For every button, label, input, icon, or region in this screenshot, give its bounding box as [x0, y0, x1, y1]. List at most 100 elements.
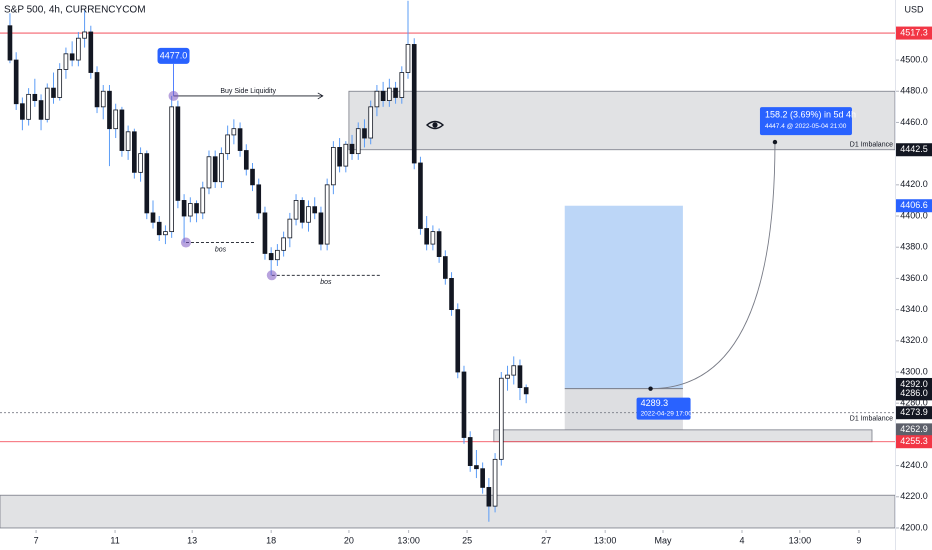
candle-body: [380, 90, 386, 102]
candle-body: [337, 146, 342, 167]
candle-body: [442, 256, 448, 279]
candle-body: [212, 156, 218, 183]
target-bubble: [759, 107, 852, 136]
candle-body: [144, 153, 150, 214]
candle-body: [181, 200, 187, 217]
plot: D1 Imbalance D1 Imbalance Buy Side Liquidi…: [0, 0, 896, 545]
candle-body: [293, 200, 299, 220]
candle-body: [281, 237, 286, 251]
candle-body: [362, 128, 367, 139]
candle-body: [243, 150, 249, 170]
candle-body: [113, 109, 119, 130]
candle-body: [399, 72, 405, 98]
zone: [493, 429, 873, 443]
level-box: [896, 387, 932, 401]
x-tick-label: 9: [856, 535, 861, 545]
x-tick-label: 4: [739, 535, 744, 545]
bos-label: bos: [215, 246, 227, 253]
candle-body: [150, 212, 156, 223]
candle-body: [511, 365, 517, 376]
candle-body: [51, 87, 56, 98]
target-date: 4447.4 @ 2022-05-04 21:00: [765, 123, 847, 130]
candle-body: [411, 44, 417, 164]
y-tick-label: 4420.0: [900, 179, 928, 189]
candle-body: [187, 203, 193, 217]
candle-body: [206, 156, 212, 189]
candle-body: [312, 206, 318, 214]
candle-body: [76, 37, 81, 61]
candle-body: [387, 87, 392, 102]
candle-body: [498, 377, 504, 460]
x-tick-label: 13: [187, 535, 197, 545]
candle-body: [299, 200, 305, 223]
y-tick-label: 4300.0: [900, 366, 928, 376]
eye-pupil: [432, 122, 438, 128]
candle-body: [331, 146, 336, 186]
candle-body: [94, 72, 100, 108]
entry-label: 4289.3: [641, 398, 669, 408]
y-tick-label: 4400.0: [900, 210, 928, 220]
candle-body: [262, 212, 268, 254]
price-bubble-label: 4477.0: [160, 50, 188, 60]
level-label: 4255.3: [900, 436, 928, 446]
entry-date: 2022-04-29 17:00: [641, 410, 693, 417]
candle-body: [163, 231, 168, 236]
candle-body: [449, 278, 454, 311]
y-tick-label: 4500.0: [900, 54, 928, 64]
candle-body: [156, 221, 162, 236]
x-tick-label: 27: [541, 535, 551, 545]
level-box: [896, 26, 932, 40]
candle-body: [63, 53, 69, 70]
candle-body: [393, 87, 398, 98]
candle-body: [349, 143, 355, 155]
eye-icon: [425, 120, 445, 130]
candle-body: [125, 131, 131, 151]
projection-curve: [650, 142, 776, 390]
x-tick-label: 25: [462, 535, 472, 545]
liquidity-label: Buy Side Liquidity: [220, 88, 276, 95]
level-label: 4406.6: [900, 200, 928, 210]
candle-body: [256, 184, 262, 214]
candle-body: [324, 184, 330, 245]
candle-body: [343, 143, 349, 167]
level-label: 4286.0: [900, 388, 928, 398]
entry-bubble: [636, 397, 691, 420]
candle-body: [32, 93, 38, 102]
candle-body: [200, 187, 206, 214]
candle-body: [505, 374, 510, 379]
candle-body: [57, 69, 63, 98]
candle-body: [38, 100, 44, 120]
candle-body: [219, 153, 224, 183]
x-tick-label: 13:00: [594, 535, 617, 545]
bos-point: [180, 237, 191, 248]
zone: [0, 494, 896, 529]
target-zone: [564, 205, 683, 389]
projection-end: [772, 139, 778, 145]
x-tick-label: 7: [34, 535, 39, 545]
candle-body: [169, 106, 174, 233]
candle-body: [461, 371, 467, 438]
level-label: 4262.9: [900, 424, 928, 434]
level-label: 4517.3: [900, 27, 928, 37]
x-tick-label: May: [655, 535, 673, 545]
candle-body: [492, 458, 498, 507]
candle-body: [82, 31, 87, 39]
level-box: [896, 435, 932, 449]
y-tick-label: 4240.0: [900, 460, 928, 470]
candle-body: [418, 162, 423, 229]
level-label: 4442.5: [900, 144, 928, 154]
level-box: [896, 143, 932, 157]
liquidity-point: [168, 90, 179, 101]
candle-body: [436, 231, 442, 257]
candle-body: [13, 59, 19, 105]
candle-body: [318, 212, 324, 245]
candle-body: [268, 253, 274, 261]
candle-body: [237, 128, 243, 151]
candle-body: [26, 93, 31, 120]
zone-label: D1 Imbalance: [850, 416, 893, 423]
y-tick-label: 4200.0: [900, 522, 928, 532]
y-tick-label: 4220.0: [900, 491, 928, 501]
